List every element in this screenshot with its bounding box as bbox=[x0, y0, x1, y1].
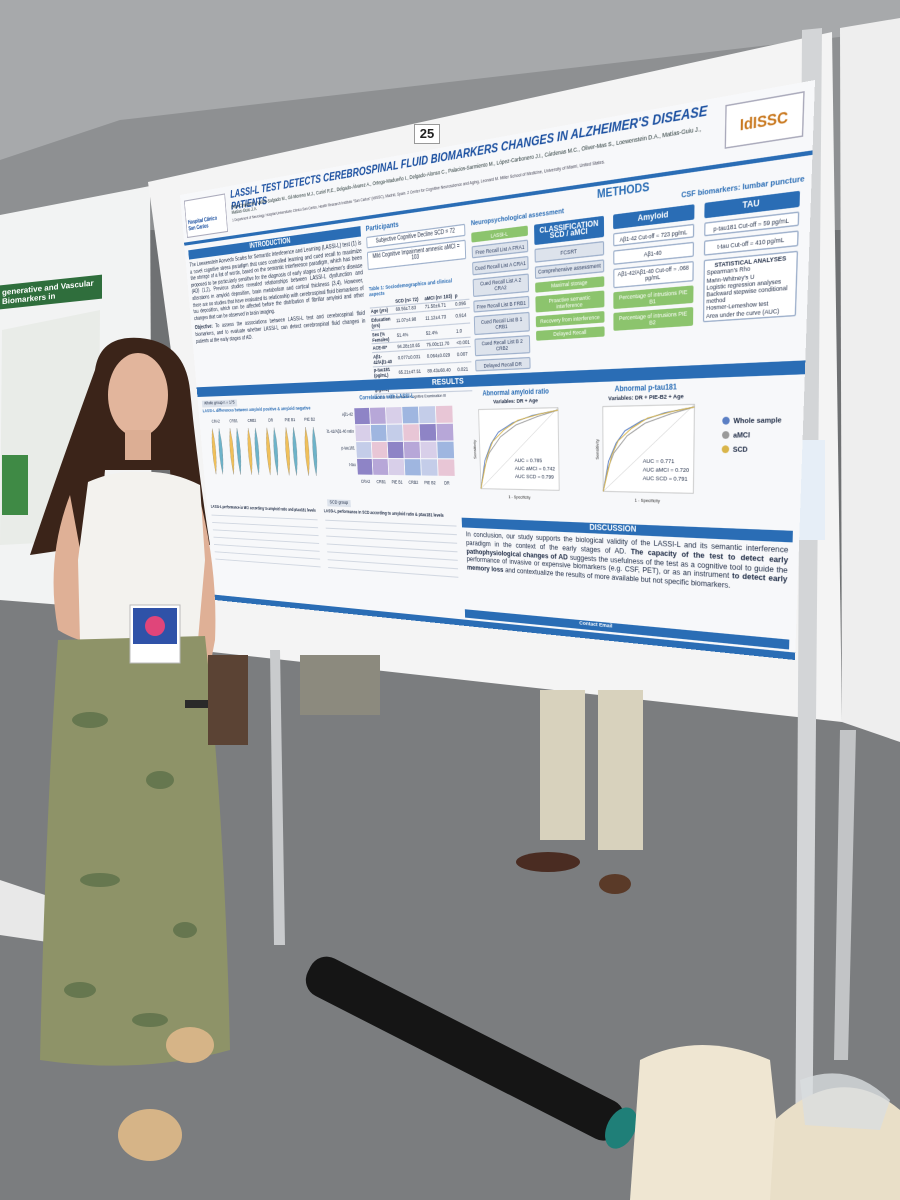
plastic-bag bbox=[800, 1073, 890, 1130]
violin-label: DR bbox=[268, 417, 273, 423]
ceiling bbox=[0, 0, 900, 160]
violin-label: PIE B1 bbox=[284, 417, 295, 423]
handbag bbox=[208, 655, 248, 745]
heatmap-column-label: PIE B1 bbox=[392, 480, 403, 485]
heatmap-column-label: CRB1 bbox=[376, 480, 386, 485]
board-pole bbox=[834, 730, 856, 1060]
poster: Hospital Clínico San Carlos LASSI-L TEST… bbox=[180, 80, 816, 661]
roc-y-label: Sensitivity bbox=[595, 439, 600, 460]
heatmap-row-label: Aβ1-42/Aβ1-40 ratio bbox=[325, 429, 354, 434]
roc-subtitle: Variables: DR + Age bbox=[493, 397, 539, 405]
violin-label: CRA2 bbox=[211, 418, 220, 424]
board-number: 25 bbox=[414, 124, 440, 144]
heatmap-column-label: CRA2 bbox=[361, 479, 370, 484]
legend-label: Whole sample bbox=[733, 416, 782, 426]
tube-cap bbox=[605, 1107, 637, 1149]
roc-y-label: Sensitivity bbox=[473, 439, 478, 459]
tube-body bbox=[305, 956, 625, 1141]
auc-label: AUC SCD = 0.791 bbox=[643, 475, 689, 483]
heatmap-column-label: DR bbox=[444, 481, 450, 486]
roc-subtitle: Variables: DR + PIE-B2 + Age bbox=[608, 392, 684, 401]
violin-label: CRB2 bbox=[247, 417, 257, 423]
bag bbox=[630, 1045, 785, 1200]
heatmap-row-label: Aβ1-42 bbox=[342, 412, 353, 417]
shoe bbox=[166, 1027, 214, 1063]
auc-label: AUC aMCI = 0.720 bbox=[643, 466, 690, 473]
right-board bbox=[840, 18, 900, 742]
badge-emblem bbox=[145, 616, 165, 636]
auc-label: AUC = 0.771 bbox=[643, 457, 675, 464]
person-leg bbox=[540, 690, 585, 840]
violin-shape bbox=[265, 428, 272, 476]
roc-title: Abnormal p-tau181 bbox=[615, 384, 677, 395]
heatmap-row-label: p-tau181 bbox=[341, 446, 355, 451]
roc-x-label: 1 - Specificity bbox=[635, 498, 661, 504]
heatmap-column-label: PIE B2 bbox=[424, 481, 436, 486]
correlation-heatmap: Aβ1-42 Aβ1-42/Aβ1-40 ratio p-tau181 t-tau CR… bbox=[324, 402, 461, 502]
roc-panels: Abnormal amyloid ratio Variables: DR + Ag… bbox=[457, 379, 798, 513]
face bbox=[108, 353, 168, 437]
violin-label: PIE B2 bbox=[304, 416, 316, 422]
poster-tube bbox=[305, 956, 637, 1149]
shoe bbox=[118, 1109, 182, 1161]
violin-shape bbox=[284, 427, 291, 475]
person-leg bbox=[300, 655, 380, 715]
left-poster-figure bbox=[2, 455, 28, 515]
roc-title: Abnormal amyloid ratio bbox=[482, 388, 549, 398]
auc-label: AUC aMCI = 0.742 bbox=[515, 465, 556, 472]
skirt bbox=[40, 636, 230, 1066]
legend-label: aMCI bbox=[733, 432, 751, 441]
violin-shape bbox=[272, 428, 279, 476]
neck bbox=[125, 430, 151, 460]
bracelet bbox=[185, 700, 213, 708]
roc-plot: AUC = 0.771 AUC aMCI = 0.720 AUC SCD = 0.7… bbox=[595, 404, 695, 504]
white-top bbox=[78, 471, 205, 642]
roc-x-label: 1 - Specificity bbox=[508, 494, 530, 500]
heatmap-svg: Aβ1-42 Aβ1-42/Aβ1-40 ratio p-tau181 t-tau CR… bbox=[324, 405, 455, 486]
shoe bbox=[516, 852, 580, 872]
auc-label: AUC = 0.785 bbox=[515, 457, 543, 464]
shoe bbox=[599, 874, 631, 894]
arm bbox=[53, 495, 126, 644]
violin-label: CRB1 bbox=[229, 418, 238, 424]
auc-label: AUC SCD = 0.799 bbox=[515, 473, 555, 480]
legend-label: SCD bbox=[733, 446, 749, 455]
heatmap-row-label: t-tau bbox=[349, 463, 356, 468]
heatmap-column-label: CRB2 bbox=[408, 480, 418, 485]
board-leg bbox=[270, 650, 285, 945]
skirt-pattern bbox=[64, 712, 197, 1027]
violin-plots: CRA2 CRB1 CRB2 DR PIE B1 PIE B2 bbox=[203, 416, 323, 488]
person-leg bbox=[598, 690, 643, 850]
